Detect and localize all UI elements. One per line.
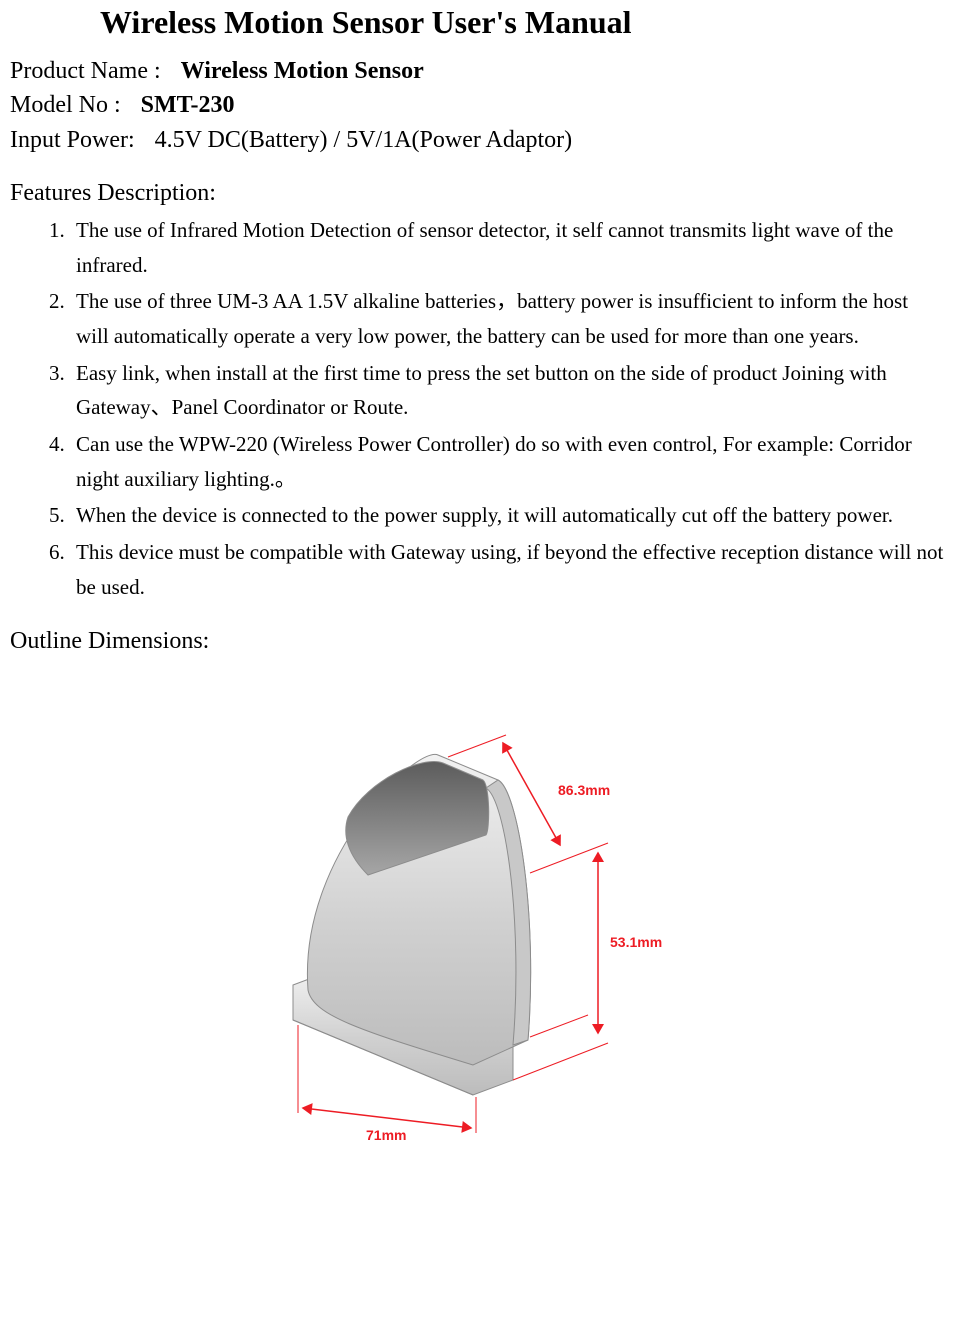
features-heading: Features Description: (10, 180, 945, 207)
dim-label-height: 53.1mm (610, 934, 662, 950)
feature-item: This device must be compatible with Gate… (70, 535, 945, 604)
dimensions-figure: 86.3mm 53.1mm 71mm (10, 685, 945, 1145)
power-label: Input Power: (10, 127, 135, 153)
ext-line-height-1 (530, 843, 608, 873)
feature-item: Can use the WPW-220 (Wireless Power Cont… (70, 427, 945, 496)
product-row: Product Name : Wireless Motion Sensor (10, 55, 945, 87)
power-value: 4.5V DC(Battery) / 5V/1A(Power Adaptor) (155, 127, 573, 153)
feature-item: The use of three UM-3 AA 1.5V alkaline b… (70, 284, 945, 353)
feature-item: The use of Infrared Motion Detection of … (70, 213, 945, 282)
ext-line-height-2 (513, 1043, 608, 1080)
dim-label-width: 71mm (366, 1127, 406, 1143)
dim-arrow-width (303, 1108, 471, 1128)
model-value: SMT-230 (141, 92, 235, 118)
dim-label-depth: 86.3mm (558, 782, 610, 798)
model-label: Model No : (10, 92, 121, 118)
ext-line-depth-2 (530, 1015, 588, 1037)
model-row: Model No : SMT-230 (10, 89, 945, 121)
product-label: Product Name : (10, 58, 161, 84)
dimensions-svg: 86.3mm 53.1mm 71mm (238, 685, 718, 1145)
power-row: Input Power: 4.5V DC(Battery) / 5V/1A(Po… (10, 124, 945, 156)
product-value: Wireless Motion Sensor (181, 58, 424, 84)
feature-item: Easy link, when install at the first tim… (70, 356, 945, 425)
ext-line-depth-1 (448, 735, 506, 757)
meta-block: Product Name : Wireless Motion Sensor Mo… (10, 55, 945, 156)
feature-item: When the device is connected to the powe… (70, 498, 945, 533)
page-title: Wireless Motion Sensor User's Manual (100, 4, 945, 41)
features-list: The use of Infrared Motion Detection of … (10, 213, 945, 604)
dimensions-heading: Outline Dimensions: (10, 628, 945, 655)
